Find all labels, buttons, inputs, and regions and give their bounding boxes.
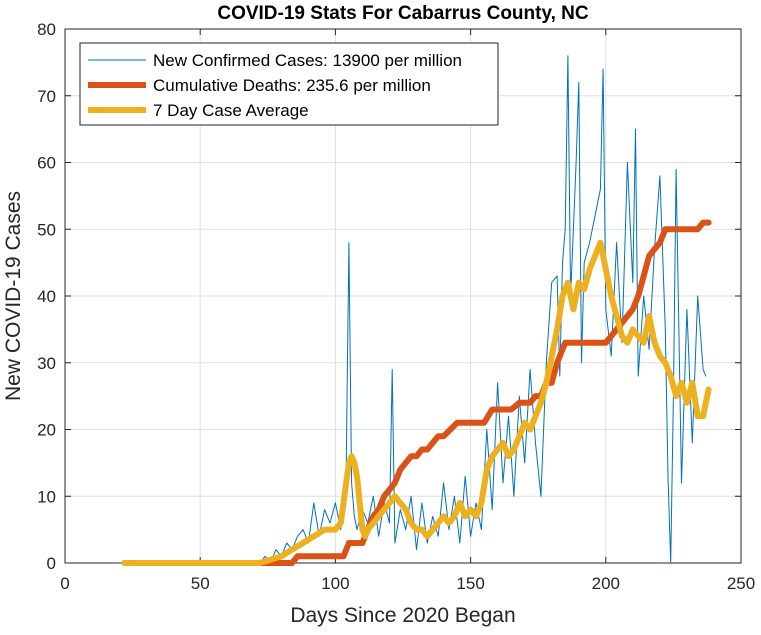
x-tick-label: 100 xyxy=(321,574,349,593)
x-tick-label: 0 xyxy=(60,574,69,593)
y-tick-label: 50 xyxy=(37,220,56,239)
legend-label-deaths: Cumulative Deaths: 235.6 per million xyxy=(153,76,431,95)
y-tick-label: 70 xyxy=(37,87,56,106)
legend-box xyxy=(79,42,499,126)
y-tick-label: 30 xyxy=(37,354,56,373)
y-tick-label: 10 xyxy=(37,487,56,506)
y-tick-label: 0 xyxy=(47,554,56,573)
chart-title: COVID-19 Stats For Cabarrus County, NC xyxy=(217,3,589,24)
y-axis-label: New COVID-19 Cases xyxy=(2,191,25,401)
legend-label-7day-average: 7 Day Case Average xyxy=(153,101,309,120)
y-tick-label: 60 xyxy=(37,154,56,173)
x-tick-label: 50 xyxy=(191,574,210,593)
y-tick-label: 20 xyxy=(37,421,56,440)
axes-box xyxy=(64,28,742,564)
x-axis-label: Days Since 2020 Began xyxy=(290,604,515,627)
y-tick-label: 40 xyxy=(37,287,56,306)
series-line-new-cases xyxy=(124,55,707,564)
x-tick-label: 250 xyxy=(727,574,755,593)
legend-label-new-cases: New Confirmed Cases: 13900 per million xyxy=(153,51,462,70)
legend: New Confirmed Cases: 13900 per million C… xyxy=(79,42,499,126)
x-tick-label: 150 xyxy=(456,574,484,593)
x-tick-label: 200 xyxy=(592,574,620,593)
y-tick-label: 80 xyxy=(37,20,56,39)
series-line-7day-average xyxy=(121,239,712,566)
